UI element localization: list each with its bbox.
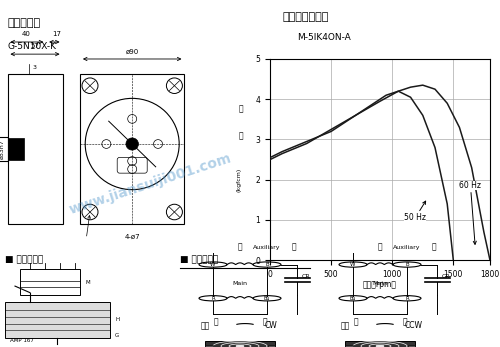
Text: 57: 57 [30,43,40,49]
Text: 転: 転 [239,105,244,114]
Text: AMP 167: AMP 167 [10,338,34,343]
Text: 3: 3 [32,65,36,70]
Text: 60 Hz: 60 Hz [460,181,481,244]
Polygon shape [8,138,24,160]
Text: Auxiliary: Auxiliary [393,245,421,251]
Text: 中间齿轮箱: 中间齿轮箱 [8,18,40,28]
Text: 50 Hz: 50 Hz [404,201,426,222]
X-axis label: 转速（rpm）: 转速（rpm） [363,280,397,289]
Text: Main: Main [372,281,388,286]
Text: R: R [211,296,215,301]
Polygon shape [345,345,352,347]
Text: H: H [115,317,119,322]
Polygon shape [268,345,275,347]
Text: (kgfcm): (kgfcm) [236,168,242,192]
Text: W: W [350,262,356,267]
Text: M: M [85,280,89,285]
Text: 藍: 藍 [262,317,267,326]
Text: Bu: Bu [350,296,356,301]
Text: CCW: CCW [405,321,423,330]
Text: B: B [405,262,409,267]
Text: 红: 红 [402,317,407,326]
Text: www.jiansuiji001.com: www.jiansuiji001.com [67,151,233,217]
Polygon shape [205,345,212,347]
Text: W: W [210,262,216,267]
Text: R: R [405,296,409,301]
Polygon shape [5,302,110,338]
Text: G-5N10X-K: G-5N10X-K [8,42,56,51]
Text: CW: CW [265,321,278,330]
Text: 4-ø7: 4-ø7 [124,234,140,240]
Circle shape [236,345,244,347]
Text: 矩: 矩 [239,131,244,140]
Text: 40: 40 [22,31,30,37]
Text: 白: 白 [238,243,242,252]
Polygon shape [345,341,415,347]
Text: 白: 白 [378,243,382,252]
Text: 藍: 藍 [353,317,358,326]
Text: ■ 电气结线图: ■ 电气结线图 [180,255,218,264]
Text: G: G [115,333,119,338]
Text: M-5IK4ON-A: M-5IK4ON-A [298,33,351,42]
Text: Auxiliary: Auxiliary [254,245,281,251]
Text: 黒: 黒 [432,243,436,252]
Text: 17: 17 [52,31,61,37]
Polygon shape [205,341,275,347]
Text: 红: 红 [213,317,218,326]
Text: Main: Main [232,281,248,286]
Text: ø83h7: ø83h7 [0,139,5,159]
Text: B: B [265,262,269,267]
Text: 感应马达特性图: 感应马达特性图 [282,12,329,22]
Text: CR: CR [302,274,310,279]
Polygon shape [408,345,415,347]
Text: 黒: 黒 [292,243,296,252]
Circle shape [376,345,384,347]
Text: ■ 电容器规格: ■ 电容器规格 [5,255,44,264]
Circle shape [126,138,138,150]
Text: CR: CR [442,274,450,279]
Text: Bu: Bu [264,296,270,301]
Text: 逆転: 逆転 [340,321,349,330]
Text: 正転: 正転 [200,321,209,330]
Text: ø90: ø90 [126,49,139,55]
